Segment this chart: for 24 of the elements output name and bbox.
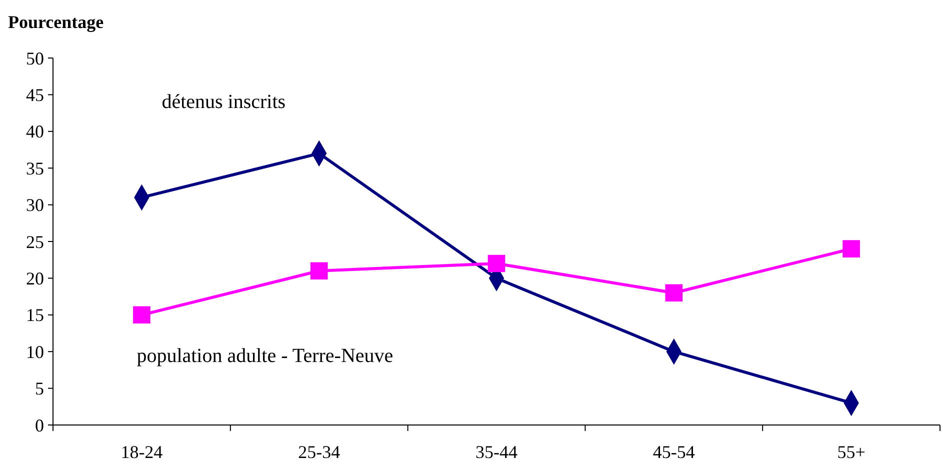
y-tick-label: 45 [26, 85, 44, 105]
x-tick-label: 55+ [837, 442, 866, 462]
y-tick-label: 5 [35, 378, 44, 399]
x-tick-label: 35-44 [476, 442, 518, 462]
point [842, 240, 860, 258]
y-tick-label: 30 [26, 195, 44, 216]
y-tick-label: 35 [26, 158, 44, 178]
series-label: population adulte - Terre-Neuve [136, 345, 394, 367]
x-tick-label: 25-34 [298, 442, 340, 462]
y-tick-label: 50 [26, 48, 44, 68]
x-tick-label: 45-54 [652, 442, 695, 462]
text: détenus inscrits [162, 91, 286, 113]
y-tick-label: 25 [26, 232, 44, 252]
point [488, 254, 506, 272]
point [133, 306, 150, 324]
x-tick-label: 18-24 [120, 442, 163, 462]
y-tick-label: 0 [35, 415, 44, 436]
y-tick-label: 20 [26, 268, 44, 288]
point [665, 284, 683, 302]
y-axis-title: Pourcentage [8, 12, 104, 32]
point [310, 262, 328, 280]
y-tick-label: 10 [26, 342, 44, 362]
y-tick-label: 15 [26, 305, 44, 326]
y-tick-label: 40 [26, 122, 44, 142]
